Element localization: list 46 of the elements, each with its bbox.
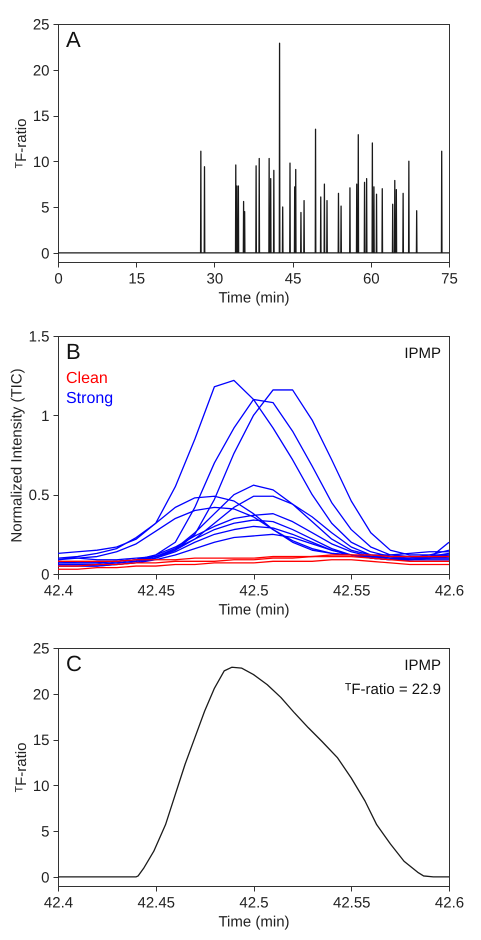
y-tick-label: 5: [41, 200, 50, 217]
y-tick-label: 0.5: [28, 487, 50, 504]
annotation: A: [66, 27, 81, 52]
x-tick-label: 42.4: [44, 894, 74, 912]
annotation: IPMP: [404, 345, 441, 362]
y-tick-label: 25: [32, 640, 50, 658]
x-tick-label: 42.45: [137, 894, 176, 912]
y-tick-label: 1: [41, 408, 50, 425]
x-tick-label: 45: [284, 270, 302, 288]
y-tick-label: 15: [32, 732, 50, 750]
x-tick-label: 15: [128, 270, 146, 288]
y-tick-label: 0: [41, 566, 50, 584]
y-axis-title: ᵀF-ratio: [12, 118, 30, 168]
annotation: IPMP: [404, 657, 441, 674]
x-axis-title: Time (min): [218, 602, 290, 618]
y-tick-label: 0: [41, 245, 50, 262]
y-tick-label: 20: [32, 686, 50, 704]
x-tick-label: 42.6: [434, 582, 464, 600]
x-axis-title: Time (min): [218, 290, 290, 306]
y-tick-label: 5: [41, 824, 50, 841]
y-tick-label: 0: [41, 869, 50, 886]
x-tick-label: 0: [54, 270, 63, 288]
y-axis-title: ᵀF-ratio: [12, 742, 30, 792]
y-tick-label: 25: [32, 16, 50, 34]
x-tick-label: 42.5: [239, 582, 269, 600]
x-tick-label: 42.4: [44, 582, 74, 600]
y-tick-label: 10: [32, 154, 50, 171]
x-tick-label: 42.55: [332, 582, 371, 600]
x-tick-label: 75: [441, 270, 458, 288]
y-tick-label: 15: [32, 108, 50, 126]
x-tick-label: 42.45: [137, 582, 176, 600]
x-tick-label: 42.55: [332, 894, 371, 912]
x-tick-label: 60: [362, 270, 380, 288]
annotation: ᵀF-ratio = 22.9: [344, 681, 441, 698]
x-tick-label: 42.5: [239, 894, 269, 912]
text: Strong: [66, 390, 114, 407]
y-tick-label: 10: [32, 778, 50, 795]
annotation: B: [66, 339, 81, 364]
y-tick-label: 1.5: [28, 328, 50, 346]
y-axis-title: Normalized Intensity (TIC): [8, 368, 26, 543]
annotation: C: [66, 651, 82, 676]
x-axis-title: Time (min): [218, 914, 290, 930]
x-tick-label: 42.6: [434, 894, 464, 912]
y-tick-label: 20: [32, 62, 50, 80]
text: Clean: [66, 370, 108, 387]
x-tick-label: 30: [206, 270, 224, 288]
